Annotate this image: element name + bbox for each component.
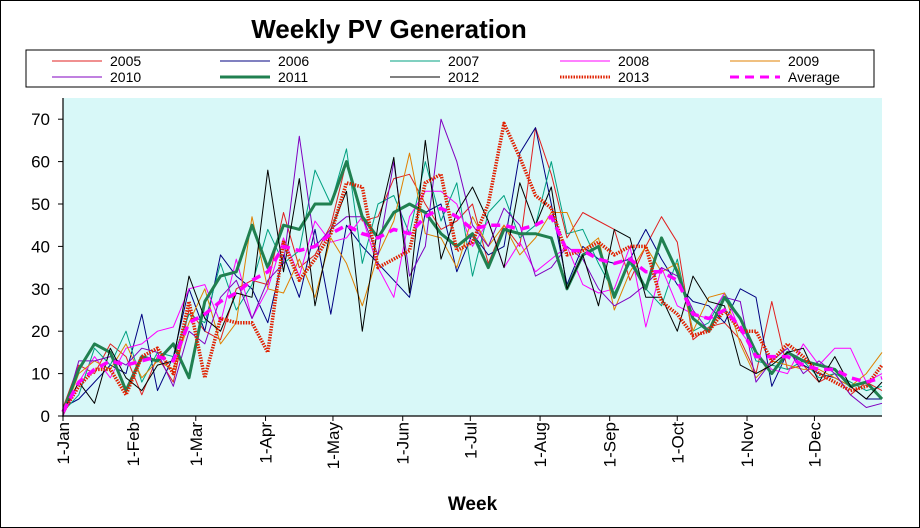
x-tick-label: 1-Mar bbox=[187, 422, 206, 467]
series-2012-line bbox=[62, 139, 883, 413]
y-tick-label: 70 bbox=[31, 110, 50, 129]
x-tick-label: 1-Nov bbox=[738, 422, 757, 468]
series-2008-line bbox=[62, 190, 883, 417]
plot-area bbox=[63, 98, 882, 416]
legend: 2005 2006 2007 2008 2009 2010 2011 2012 2013 Aver… bbox=[25, 49, 875, 88]
series-2011-line bbox=[61, 160, 884, 413]
chart-title: Weekly PV Generation bbox=[251, 14, 527, 44]
x-tick-label: 1-Feb bbox=[124, 422, 143, 466]
y-tick-label: 40 bbox=[31, 237, 50, 256]
legend-label-2005: 2005 bbox=[110, 53, 141, 69]
axes: 0 10 20 30 40 50 60 70 1-Jan 1-Feb 1-Mar 1-Apr 1-May… bbox=[31, 98, 882, 469]
legend-label-2010: 2010 bbox=[110, 69, 141, 85]
x-tick-label: 1-Jul bbox=[461, 422, 480, 459]
x-tick-label: 1-Aug bbox=[531, 422, 550, 467]
legend-box bbox=[25, 49, 875, 88]
legend-label-2013: 2013 bbox=[618, 69, 649, 85]
x-tick-label: 1-Jun bbox=[394, 422, 413, 465]
y-tick-label: 20 bbox=[31, 322, 50, 341]
legend-label-average: Average bbox=[788, 69, 840, 85]
x-tick-label: 1-Sep bbox=[601, 422, 620, 467]
y-tick-label: 50 bbox=[31, 195, 50, 214]
legend-label-2012: 2012 bbox=[448, 69, 479, 85]
x-axis-title: Week bbox=[448, 494, 498, 515]
x-tick-label: 1-Oct bbox=[668, 422, 687, 464]
y-tick-label: 10 bbox=[31, 365, 50, 384]
legend-label-2007: 2007 bbox=[448, 53, 479, 69]
x-tick-label: 1-Jan bbox=[54, 422, 73, 465]
legend-label-2009: 2009 bbox=[788, 53, 819, 69]
legend-label-2008: 2008 bbox=[618, 53, 649, 69]
x-tick-label: 1-Apr bbox=[257, 422, 276, 464]
series-2009-line bbox=[62, 152, 883, 417]
y-tick-label: 30 bbox=[31, 280, 50, 299]
y-tick-label: 60 bbox=[31, 153, 50, 172]
series-layer bbox=[61, 118, 884, 417]
series-2013-line bbox=[61, 121, 884, 413]
legend-label-2006: 2006 bbox=[278, 53, 309, 69]
legend-label-2011: 2011 bbox=[278, 69, 308, 85]
x-tick-label: 1-Dec bbox=[805, 422, 824, 468]
x-tick-label: 1-May bbox=[324, 422, 343, 470]
y-tick-label: 0 bbox=[41, 407, 50, 426]
